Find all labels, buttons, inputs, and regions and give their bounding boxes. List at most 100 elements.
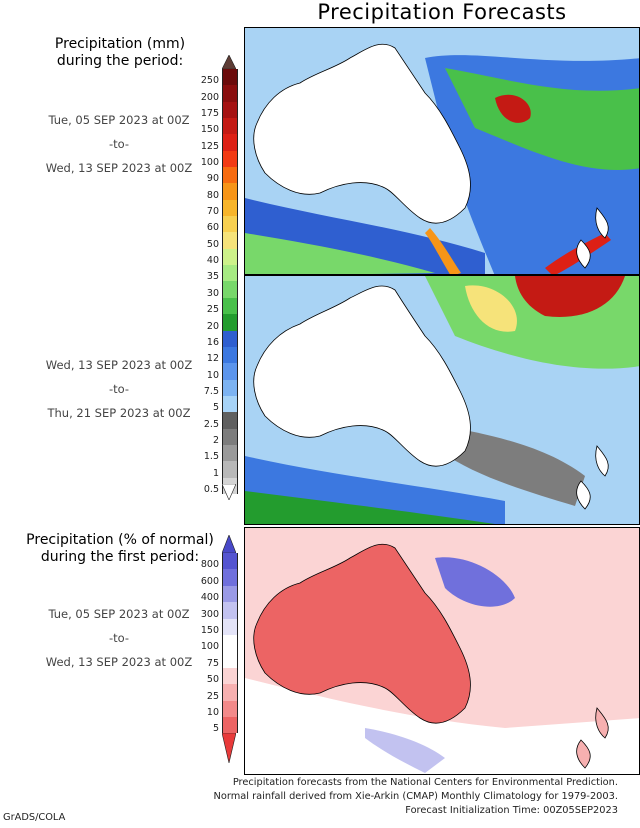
amount-legend-swatch xyxy=(222,69,238,86)
amount-legend-row: 200 xyxy=(197,85,245,103)
nz-south-island xyxy=(576,239,591,269)
amount-legend-row: 10 xyxy=(197,363,245,381)
amount-legend-row: 1 xyxy=(197,461,245,479)
amount-legend-swatch xyxy=(222,150,238,168)
amount-legend-row: 150 xyxy=(197,118,245,135)
amount-legend-label: 25 xyxy=(206,304,219,316)
amount-legend-swatch xyxy=(222,444,238,462)
amount-legend-label: 1 xyxy=(212,467,219,479)
amount-legend-label: 2.5 xyxy=(203,418,219,430)
amount-heading-line-2: during the period: xyxy=(56,53,184,69)
amount-legend-swatch xyxy=(222,118,238,135)
credits: Precipitation forecasts from the Nationa… xyxy=(200,776,618,818)
amount-legend-swatch xyxy=(222,412,238,429)
rain-patch-ne-medium xyxy=(465,285,517,332)
credit-line-1: Precipitation forecasts from the Nationa… xyxy=(232,777,618,788)
percent-legend-swatch xyxy=(222,569,238,586)
amount-legend-row: 90 xyxy=(197,167,245,184)
percent-legend-top-arrow-shape xyxy=(222,535,236,553)
percent-legend-row: 150 xyxy=(197,618,245,636)
amount-legend-swatch xyxy=(222,395,238,413)
amount-legend-row: 5 xyxy=(197,395,245,413)
percent-legend-swatch xyxy=(222,651,238,668)
amount-legend-label: 40 xyxy=(206,255,219,267)
amount-legend-label: 175 xyxy=(200,108,219,120)
percent-legend-row: 300 xyxy=(197,602,245,620)
rain-patch-ne xyxy=(495,94,531,123)
map-period-1 xyxy=(244,27,640,275)
amount-legend-label: 200 xyxy=(200,91,219,103)
percent-legend-swatch xyxy=(222,684,238,701)
period-2-label: Wed, 13 SEP 2023 at 00Z -to- Thu, 21 SEP… xyxy=(0,353,238,425)
amount-legend-swatch xyxy=(222,216,238,233)
amount-legend-row: 50 xyxy=(197,232,245,250)
amount-legend-label: 80 xyxy=(206,189,219,201)
period-2-end: Thu, 21 SEP 2023 at 00Z xyxy=(47,406,191,420)
amount-legend-label: 35 xyxy=(206,271,219,283)
percent-legend-bottom-arrow-shape xyxy=(222,733,236,763)
amount-legend-row: 2 xyxy=(197,428,245,446)
amount-legend-swatch xyxy=(222,199,238,217)
amount-legend-row: 100 xyxy=(197,150,245,169)
rain-band-east xyxy=(445,68,639,170)
amount-legend-swatch xyxy=(222,428,238,445)
amount-legend-swatch xyxy=(222,232,238,249)
percent-legend-label: 50 xyxy=(206,674,219,686)
amount-legend-row: 20 xyxy=(197,314,245,332)
percent-legend-row: 25 xyxy=(197,684,245,702)
percent-legend-row: 400 xyxy=(197,585,245,603)
amount-legend-label: 10 xyxy=(206,369,219,381)
amount-legend-row: 30 xyxy=(197,281,245,299)
percent-legend-bottom-arrow xyxy=(222,733,236,763)
amount-legend-swatch xyxy=(222,101,238,119)
period-2-start: Wed, 13 SEP 2023 at 00Z xyxy=(45,358,193,372)
amount-legend-swatch xyxy=(222,167,238,184)
percent-legend-row: 100 xyxy=(197,634,245,652)
dry-zone-interior xyxy=(440,426,585,506)
amount-legend-row: 175 xyxy=(197,101,245,120)
amount-legend-row: 70 xyxy=(197,199,245,217)
percent-legend-label: 600 xyxy=(200,575,219,587)
amount-legend-swatch xyxy=(222,346,238,364)
amount-heading: Precipitation (mm) during the period: xyxy=(0,36,240,70)
amount-legend-row: 35 xyxy=(197,265,245,283)
amount-legend-swatch xyxy=(222,183,238,200)
amount-legend-swatch xyxy=(222,363,238,380)
amount-legend-swatch xyxy=(222,248,238,266)
percent-legend-swatch xyxy=(222,602,238,619)
amount-legend-label: 12 xyxy=(206,353,219,365)
percent-legend-top-arrow xyxy=(222,535,236,553)
period-3-label: Tue, 05 SEP 2023 at 00Z -to- Wed, 13 SEP… xyxy=(0,602,238,674)
period-3-start: Tue, 05 SEP 2023 at 00Z xyxy=(48,607,190,621)
amount-legend-swatch xyxy=(222,379,238,396)
percent-legend-label: 300 xyxy=(200,608,219,620)
wet-anomaly-south xyxy=(365,728,445,773)
amount-legend-swatch xyxy=(222,297,238,315)
nz-south-island xyxy=(576,480,591,510)
percent-legend-swatch xyxy=(222,585,238,603)
amount-legend-row: 0.5 xyxy=(197,477,245,495)
amount-legend-label: 20 xyxy=(206,320,219,332)
normal-zone xyxy=(245,678,639,774)
period-3-end: Wed, 13 SEP 2023 at 00Z xyxy=(45,655,193,669)
percent-heading: Precipitation (% of normal) during the f… xyxy=(0,532,240,566)
percent-legend-swatch xyxy=(222,700,238,717)
nz-north-island xyxy=(595,207,609,239)
percent-legend-swatch xyxy=(222,716,238,734)
period-1-start: Tue, 05 SEP 2023 at 00Z xyxy=(48,113,190,127)
credit-line-2: Normal rainfall derived from Xie-Arkin (… xyxy=(213,791,618,802)
rain-band-southwest xyxy=(245,233,435,274)
software-credit: GrADS/COLA xyxy=(3,812,66,823)
map-percent-normal xyxy=(244,527,640,775)
percent-legend-swatch xyxy=(222,618,238,635)
percent-legend-swatch xyxy=(222,667,238,685)
percent-legend-label: 5 xyxy=(212,723,219,735)
amount-legend-label: 100 xyxy=(200,157,219,169)
amount-legend-row: 7.5 xyxy=(197,379,245,397)
amount-legend-label: 7.5 xyxy=(203,385,219,397)
australia-landmass xyxy=(253,285,471,467)
amount-legend-row: 2.5 xyxy=(197,412,245,430)
amount-legend-row: 60 xyxy=(197,216,245,233)
percent-legend-swatch xyxy=(222,553,238,570)
percent-legend-row: 50 xyxy=(197,667,245,686)
